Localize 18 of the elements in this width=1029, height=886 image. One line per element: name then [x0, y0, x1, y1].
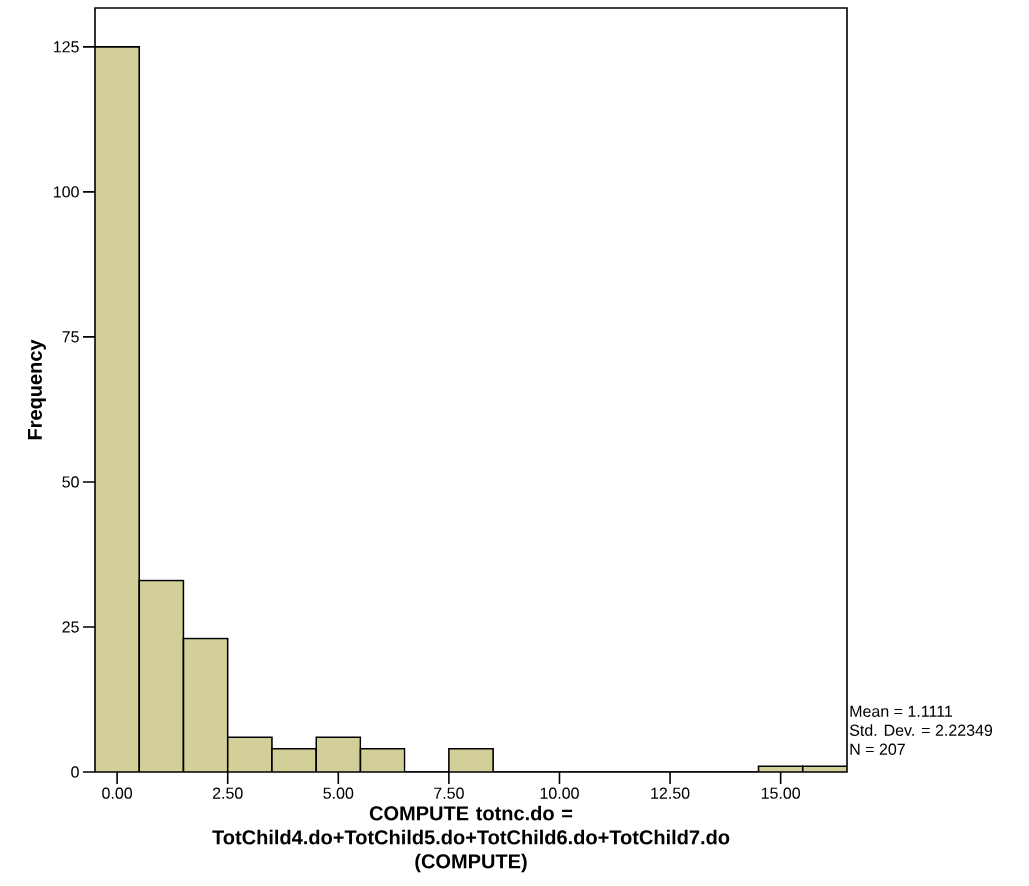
- y-axis-title: Frequency: [28, 339, 46, 440]
- x-tick-label: 15.00: [761, 787, 801, 799]
- x-tick-label: 5.00: [323, 787, 354, 799]
- y-tick-label: 25: [62, 621, 79, 633]
- y-tick-label: 100: [54, 186, 79, 198]
- text: N = 207: [850, 743, 905, 755]
- x-axis-title: COMPUTE totnc.do = TotChild4.do+TotChild5.do+TotChild6.do+TotChild7.do (COMPUTE): [212, 805, 730, 873]
- x-tick-label: 7.50: [434, 787, 464, 799]
- y-tick-label: 50: [62, 476, 79, 488]
- x-tick-label: 10.00: [540, 787, 579, 799]
- x-tick-label: 2.50: [212, 787, 243, 799]
- text: Std. Dev. = 2.22349: [849, 724, 993, 736]
- x-tick-label: 12.50: [651, 787, 690, 799]
- y-tick-label: 0: [71, 766, 79, 778]
- y-tick-label: 75: [62, 331, 79, 343]
- text: Mean = 1.1111: [850, 705, 953, 717]
- y-tick-label: 125: [54, 41, 79, 53]
- x-tick-label: 0.00: [102, 787, 133, 799]
